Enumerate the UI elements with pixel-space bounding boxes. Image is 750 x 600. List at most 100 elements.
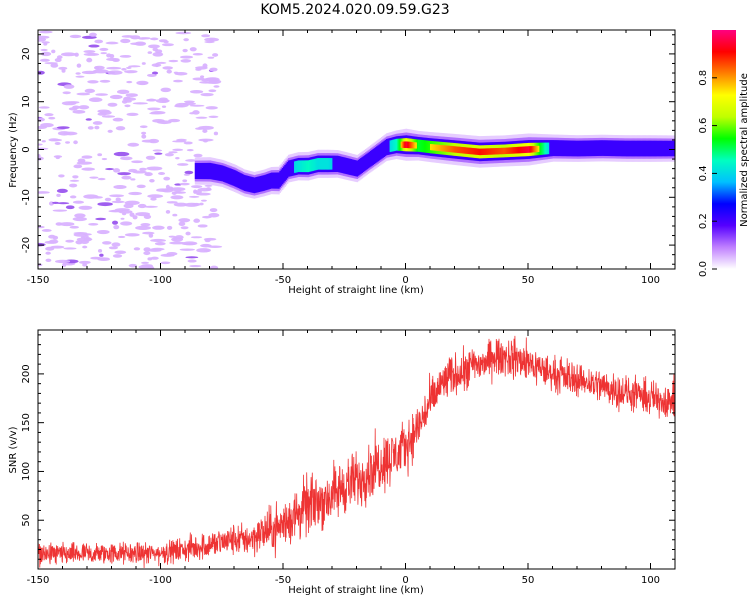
ridge-cell bbox=[207, 162, 209, 180]
noise-speck bbox=[38, 143, 43, 146]
noise-speck bbox=[62, 263, 67, 267]
ridge-cell bbox=[352, 159, 355, 176]
ridge-cell bbox=[601, 140, 604, 156]
noise-speck bbox=[50, 245, 65, 249]
ridge-cell bbox=[361, 157, 364, 173]
noise-speck bbox=[191, 185, 203, 189]
noise-speck bbox=[73, 164, 83, 169]
noise-speck bbox=[147, 265, 155, 269]
ridge-cell bbox=[208, 162, 210, 180]
ridge-cell bbox=[492, 148, 495, 155]
ridge-cell bbox=[657, 140, 660, 157]
noise-speck bbox=[69, 183, 78, 188]
noise-speck bbox=[166, 225, 173, 230]
ridge-cell bbox=[502, 147, 504, 155]
ridge-cell bbox=[274, 172, 277, 189]
ridge-cell bbox=[436, 144, 438, 151]
ridge-cell bbox=[411, 142, 414, 149]
ridge-cell bbox=[559, 140, 562, 157]
noise-speck bbox=[197, 224, 208, 228]
ridge-cell bbox=[623, 140, 626, 157]
snr-x-axis-label: Height of straight line (km) bbox=[288, 585, 424, 596]
noise-speck bbox=[113, 224, 120, 230]
ridge-cell bbox=[199, 162, 202, 180]
noise-speck bbox=[38, 70, 45, 75]
noise-speck bbox=[48, 116, 56, 120]
y-tick-label: 20 bbox=[21, 48, 32, 61]
ridge-cell bbox=[482, 148, 485, 155]
ridge-cell bbox=[196, 163, 198, 180]
noise-speck bbox=[99, 253, 104, 257]
ridge-cell bbox=[265, 174, 268, 191]
noise-speck bbox=[141, 134, 147, 139]
noise-speck bbox=[89, 176, 99, 179]
ridge-cell bbox=[463, 147, 465, 154]
spectrogram-noise-layer bbox=[38, 30, 223, 269]
ridge-cell bbox=[421, 139, 424, 153]
ridge-cell bbox=[300, 160, 302, 173]
ridge-cell bbox=[458, 146, 460, 154]
noise-speck bbox=[87, 126, 94, 130]
ridge-cell bbox=[415, 142, 417, 149]
ridge-cell bbox=[586, 140, 589, 157]
ridge-cell bbox=[545, 142, 547, 155]
noise-speck bbox=[48, 239, 59, 244]
noise-speck bbox=[204, 238, 211, 243]
noise-speck bbox=[189, 47, 197, 52]
y-tick-label: 100 bbox=[21, 462, 32, 481]
ridge-cell bbox=[616, 140, 618, 157]
ridge-cell bbox=[670, 140, 672, 157]
ridge-cell bbox=[508, 147, 511, 154]
noise-speck bbox=[189, 104, 205, 107]
ridge-cell bbox=[273, 172, 275, 189]
x-tick-label: 100 bbox=[641, 275, 660, 286]
ridge-cell bbox=[450, 145, 453, 153]
ridge-cell bbox=[565, 140, 568, 157]
ridge-cell bbox=[520, 146, 523, 154]
noise-speck bbox=[45, 258, 52, 263]
ridge-cell bbox=[414, 142, 416, 149]
ridge-cell bbox=[526, 146, 529, 153]
ridge-cell bbox=[347, 158, 350, 175]
ridge-cell bbox=[459, 146, 462, 154]
noise-speck bbox=[172, 148, 184, 151]
ridge-cell bbox=[403, 141, 405, 148]
noise-speck bbox=[96, 229, 110, 235]
ridge-cell bbox=[257, 176, 259, 193]
ridge-cell bbox=[437, 144, 439, 151]
noise-speck bbox=[193, 218, 201, 223]
noise-speck bbox=[174, 104, 184, 108]
ridge-cell bbox=[541, 142, 544, 155]
noise-speck bbox=[193, 153, 203, 158]
noise-speck bbox=[183, 141, 193, 145]
ridge-cell bbox=[194, 163, 197, 179]
ridge-cell bbox=[557, 140, 560, 157]
ridge-cell bbox=[577, 140, 579, 157]
colorbar-tick-label: 0.4 bbox=[698, 165, 709, 181]
ridge-cell bbox=[270, 172, 273, 189]
noise-speck bbox=[128, 65, 141, 68]
noise-speck bbox=[208, 89, 217, 93]
noise-speck bbox=[147, 257, 153, 261]
ridge-cell bbox=[289, 160, 291, 177]
ridge-cell bbox=[448, 145, 450, 153]
noise-speck bbox=[158, 172, 166, 175]
spectrogram-x-axis-label: Height of straight line (km) bbox=[288, 285, 424, 296]
ridge-cell bbox=[215, 164, 218, 181]
noise-speck bbox=[106, 53, 112, 58]
ridge-cell bbox=[599, 140, 601, 156]
noise-speck bbox=[38, 106, 50, 109]
noise-speck bbox=[76, 161, 93, 165]
noise-speck bbox=[137, 203, 147, 209]
noise-speck bbox=[200, 92, 214, 97]
snr-ticks bbox=[37, 330, 676, 569]
ridge-cell bbox=[543, 142, 546, 155]
ridge-cell bbox=[434, 144, 437, 151]
noise-speck bbox=[69, 225, 80, 229]
noise-speck bbox=[83, 50, 96, 53]
noise-speck bbox=[72, 109, 86, 114]
ridge-cell bbox=[617, 140, 620, 157]
ridge-cell bbox=[335, 155, 338, 172]
ridge-cell bbox=[305, 160, 307, 173]
